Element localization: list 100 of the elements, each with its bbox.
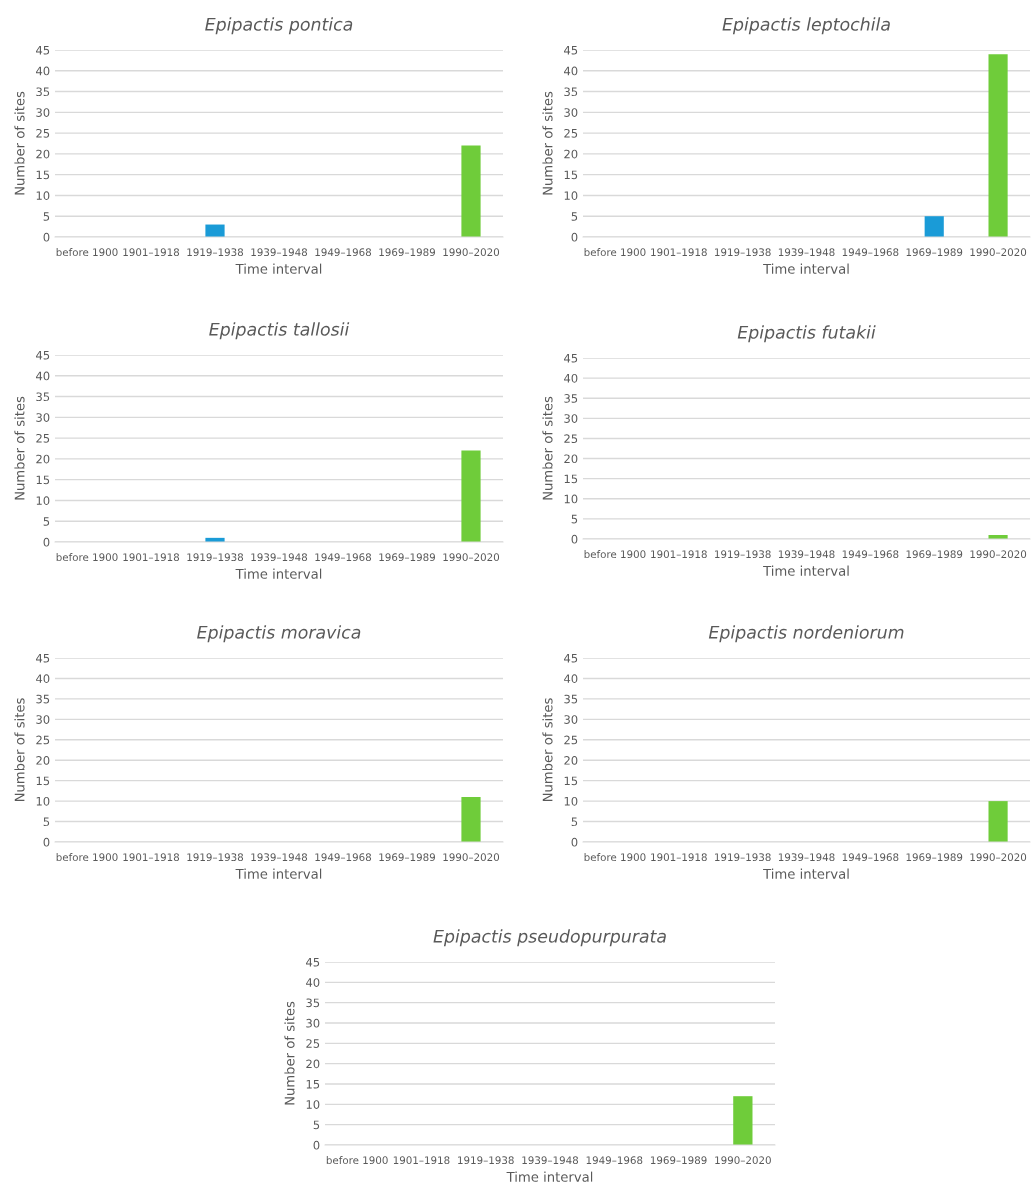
x-tick-label: 1901–1918 [651,853,707,862]
y-tick-label: 40 [564,66,578,76]
chart-title: Epipactis futakii [737,325,876,343]
y-tick-label: 30 [306,1018,320,1028]
x-tick-label: before 1900 [584,853,646,862]
y-tick-label: 10 [564,191,578,200]
x-tick-label: 1969–1989 [379,553,435,562]
x-tick-label: 1901–1918 [123,553,180,562]
y-tick-label: 10 [306,1100,320,1109]
y-tick-label: 45 [564,353,578,363]
y-tick-label: 15 [564,776,578,786]
x-tick-label: 1939–1948 [251,553,308,562]
x-tick-label: 1990–2020 [970,248,1027,257]
y-tick-label: 25 [564,434,578,443]
y-tick-label: 25 [564,735,578,745]
y-axis-title: Number of sites [14,91,25,195]
x-tick-label: 1939–1948 [251,853,308,862]
x-tick-label: 1969–1989 [906,248,963,257]
chart-title: Epipactis leptochila [722,17,890,35]
x-tick-label: 1919–1938 [458,1156,514,1165]
x-tick-label: 1901–1918 [651,248,707,257]
x-tick-label: 1901–1918 [651,550,707,559]
x-tick-label: 1919–1938 [187,853,244,862]
x-tick-label: 1939–1948 [522,1156,579,1165]
y-tick-label: 10 [36,796,50,806]
y-tick-label: 0 [43,537,50,547]
y-tick-label: 25 [306,1039,320,1048]
x-tick-label: 1949–1968 [586,1156,643,1165]
y-tick-label: 0 [571,837,578,847]
y-tick-label: 45 [564,45,578,55]
y-tick-label: 15 [306,1079,320,1089]
y-tick-label: 0 [571,232,578,242]
y-tick-label: 40 [36,371,50,381]
y-tick-label: 15 [36,776,50,786]
y-tick-label: 0 [43,232,50,242]
x-tick-label: 1939–1948 [251,248,308,257]
x-tick-label: 1990–2020 [970,550,1027,559]
y-tick-label: 35 [36,87,50,97]
y-tick-label: 0 [571,534,578,544]
y-tick-label: 40 [36,674,50,683]
x-tick-label: 1901–1918 [393,1156,450,1165]
x-tick-label: 1990–2020 [715,1156,771,1165]
x-tick-label: 1939–1948 [778,853,835,862]
x-tick-label: 1949–1968 [842,550,899,559]
x-tick-label: 1969–1989 [906,853,963,862]
y-tick-label: 40 [306,978,320,987]
x-tick-label: 1919–1938 [715,248,771,257]
x-tick-label: 1990–2020 [970,853,1027,862]
y-tick-label: 45 [36,45,50,55]
y-tick-label: 40 [564,373,578,383]
y-tick-label: 20 [564,756,578,765]
y-tick-label: 10 [564,796,578,806]
x-tick-label: 1949–1968 [315,248,372,257]
x-axis-title: Time interval [763,868,849,879]
y-tick-label: 20 [564,454,578,464]
y-axis-title: Number of sites [14,396,25,500]
y-tick-label: 35 [564,87,578,97]
y-tick-label: 45 [36,350,50,360]
chart-title: Epipactis moravica [197,625,361,643]
y-axis-title: Number of sites [14,698,25,802]
x-tick-label: 1919–1938 [187,248,244,257]
y-axis-title: Number of sites [542,396,553,500]
y-tick-label: 5 [43,817,50,827]
y-tick-label: 20 [36,756,50,765]
x-tick-label: before 1900 [584,550,646,559]
x-tick-label: 1969–1989 [379,248,435,257]
y-tick-label: 35 [564,694,578,704]
y-tick-label: 10 [564,494,578,504]
x-axis-title: Time interval [763,263,849,274]
y-tick-label: 15 [564,474,578,484]
y-tick-label: 0 [43,837,50,847]
x-tick-label: 1949–1968 [842,853,899,862]
x-axis-title: Time interval [763,565,849,576]
x-tick-label: 1919–1938 [187,553,244,562]
y-tick-label: 35 [306,998,320,1008]
x-tick-label: before 1900 [326,1156,388,1165]
y-tick-label: 5 [571,817,578,827]
y-tick-label: 35 [564,394,578,403]
x-tick-label: 1990–2020 [443,553,500,562]
x-tick-label: 1969–1989 [906,550,963,559]
y-tick-label: 45 [306,957,320,967]
chart-title: Epipactis tallosii [209,322,350,340]
y-tick-label: 35 [36,694,50,704]
y-tick-label: 10 [36,496,50,505]
y-axis-title: Number of sites [542,698,553,802]
x-tick-label: 1901–1918 [123,853,180,862]
x-tick-label: 1919–1938 [715,853,771,862]
y-tick-label: 15 [36,170,50,180]
y-tick-label: 20 [564,149,578,159]
y-tick-label: 20 [36,149,50,159]
x-tick-label: 1919–1938 [715,550,771,559]
y-tick-label: 30 [564,108,578,117]
y-tick-label: 15 [36,475,50,485]
y-axis-title: Number of sites [542,91,553,195]
x-tick-label: 1901–1918 [123,248,180,257]
y-tick-label: 20 [36,454,50,464]
y-tick-label: 5 [313,1120,320,1130]
y-tick-label: 30 [36,715,50,724]
x-tick-label: 1949–1968 [315,553,372,562]
y-tick-label: 25 [36,433,50,443]
